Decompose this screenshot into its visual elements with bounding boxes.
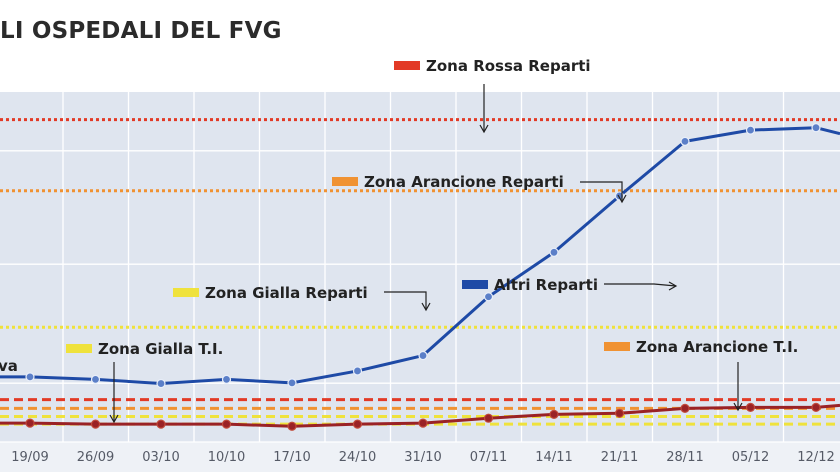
annotation-arrow xyxy=(604,283,677,287)
legend-swatch xyxy=(66,344,92,353)
data-point xyxy=(745,402,756,412)
arrow-head xyxy=(668,281,678,291)
data-point xyxy=(90,419,101,429)
data-point xyxy=(287,378,297,388)
x-tick-label: 26/09 xyxy=(77,450,114,465)
chart-title: LI OSPEDALI DEL FVG xyxy=(0,18,282,44)
data-point xyxy=(483,292,494,302)
annotation-label: Zona Gialla T.I. xyxy=(98,340,223,358)
data-point xyxy=(549,409,559,419)
x-axis-band xyxy=(0,442,840,472)
data-point xyxy=(811,402,821,412)
legend-swatch xyxy=(462,280,488,289)
data-point xyxy=(680,136,690,146)
annotation-label-partial: va xyxy=(0,357,18,375)
data-point xyxy=(352,366,363,376)
x-tick-label: 14/11 xyxy=(535,450,572,465)
data-point xyxy=(745,125,756,135)
data-point xyxy=(549,247,559,257)
x-tick-label: 19/09 xyxy=(11,450,48,465)
data-point xyxy=(680,403,690,413)
arrow-head xyxy=(421,302,431,312)
x-tick-label: 28/11 xyxy=(666,450,703,465)
data-point xyxy=(614,408,625,418)
annotation-arrow xyxy=(384,291,427,310)
legend-swatch xyxy=(394,61,420,70)
x-tick-label: 12/12 xyxy=(797,450,834,465)
annotation-label: Zona Gialla Reparti xyxy=(205,284,368,302)
data-point xyxy=(25,418,35,428)
legend-swatch xyxy=(332,177,358,186)
arrow-head xyxy=(479,124,489,134)
data-point xyxy=(221,374,232,384)
data-point xyxy=(90,374,101,384)
data-point xyxy=(811,123,821,133)
annotation-arrow xyxy=(580,181,623,202)
data-point xyxy=(156,419,166,429)
x-tick-label: 03/10 xyxy=(142,450,179,465)
annotation-label: Zona Rossa Reparti xyxy=(426,57,591,75)
annotation-label: Zona Arancione T.I. xyxy=(636,338,798,356)
data-point xyxy=(221,419,232,429)
data-point xyxy=(156,378,166,389)
arrow-head xyxy=(617,194,627,204)
arrow-head xyxy=(733,402,743,412)
x-tick-label: 17/10 xyxy=(273,450,310,465)
data-point xyxy=(418,350,428,361)
data-point xyxy=(483,413,494,423)
x-tick-label: 07/11 xyxy=(470,450,507,465)
arrow-head xyxy=(109,414,119,424)
legend-swatch xyxy=(604,342,630,351)
legend-swatch xyxy=(173,288,199,297)
x-tick-label: 31/10 xyxy=(404,450,441,465)
data-point xyxy=(352,419,363,429)
data-point xyxy=(418,418,428,428)
data-point xyxy=(25,372,35,382)
x-tick-label: 10/10 xyxy=(208,450,245,465)
data-point xyxy=(287,421,297,431)
annotation-label: Altri Reparti xyxy=(494,276,598,294)
x-tick-label: 21/11 xyxy=(601,450,638,465)
x-tick-label: 05/12 xyxy=(732,450,769,465)
annotation-label: Zona Arancione Reparti xyxy=(364,173,564,191)
x-tick-label: 24/10 xyxy=(339,450,376,465)
